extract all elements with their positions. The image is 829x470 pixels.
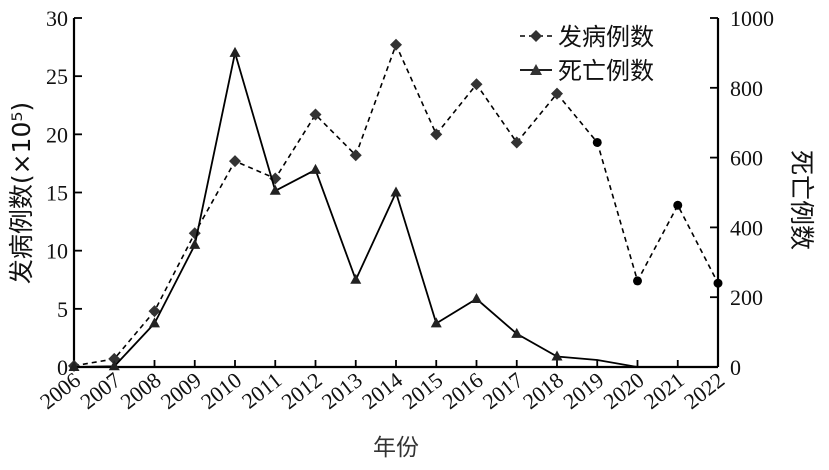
death-point [108,360,120,371]
incidence-point [673,200,683,210]
x-tick-label: 2013 [317,367,367,414]
x-tick-label: 2010 [196,367,246,414]
death-point [471,292,482,303]
incidence-point [430,128,443,141]
right-y-tick-label: 200 [730,285,763,310]
death-point [189,238,201,249]
incidence-point [592,137,602,147]
legend-incidence-marker [530,30,542,42]
x-tick-label: 2016 [438,367,488,414]
right-y-axis-title: 死亡例数 [787,150,816,250]
x-tick-label: 2012 [277,367,327,414]
incidence-point [551,87,563,100]
x-tick-label: 2017 [478,367,528,414]
death-point [310,163,321,174]
incidence-series-line [73,42,719,367]
x-tick-label: 2007 [75,367,125,414]
tick-layer: 0510152025300200400600800100020062007200… [35,6,774,414]
series-layer [68,38,723,372]
x-tick-label: 2019 [558,367,608,414]
death-series-line [73,52,638,368]
left-y-tick-label: 10 [46,239,68,264]
x-tick-label: 2014 [357,367,407,414]
left-y-tick-label: 30 [46,6,68,31]
incidence-point [390,38,402,51]
x-tick-label: 2022 [679,367,729,414]
x-tick-label: 2015 [397,367,447,414]
x-tick-label: 2006 [35,367,85,414]
legend-death-marker [530,64,542,75]
right-y-tick-label: 400 [730,215,763,240]
death-point [511,327,523,338]
incidence-point [349,149,362,162]
x-tick-label: 2020 [599,367,649,414]
incidence-point [148,305,161,318]
x-tick-label: 2018 [518,367,568,414]
incidence-point [470,78,483,91]
left-y-tick-label: 0 [57,355,68,380]
right-y-tick-label: 1000 [730,6,774,31]
incidence-point [713,278,723,288]
incidence-point [229,155,241,168]
legend: 发病例数 死亡例数 [520,23,654,85]
death-point [551,350,563,361]
death-point [269,184,281,195]
x-tick-label: 2009 [156,367,206,414]
legend-incidence-label: 发病例数 [558,23,654,51]
incidence-point [510,136,523,149]
death-point [229,46,241,57]
right-y-tick-label: 800 [730,76,763,101]
x-tick-label: 2021 [639,367,689,414]
left-y-tick-label: 20 [46,122,68,147]
death-point [68,361,80,371]
legend-death-label: 死亡例数 [558,57,654,85]
right-y-tick-label: 0 [730,355,741,380]
x-tick-label: 2008 [116,367,166,414]
right-y-tick-label: 600 [730,146,763,171]
x-tick-label: 2011 [237,367,286,413]
left-y-tick-label: 5 [57,297,68,322]
x-axis-title: 年份 [373,435,419,461]
death-point [149,317,160,328]
incidence-point [309,108,322,121]
left-y-tick-label: 25 [46,64,68,89]
left-y-axis-title: 发病例数(×10⁵) [7,102,36,284]
incidence-point [633,276,642,286]
death-point [390,186,402,197]
left-y-tick-label: 15 [46,181,68,206]
death-point [430,317,442,328]
death-point [350,273,362,284]
